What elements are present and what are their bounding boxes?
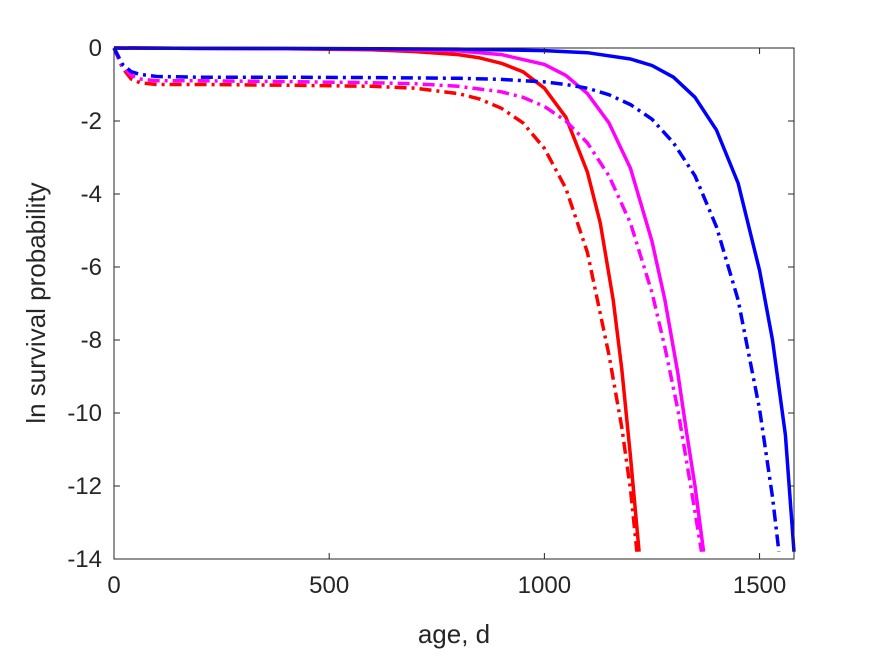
- plot-frame: [113, 47, 795, 560]
- y-tick-label: -8: [81, 327, 102, 354]
- x-tick-label: 1000: [518, 572, 571, 599]
- axis-ticks: [113, 47, 794, 560]
- series-line-3: [112, 47, 704, 552]
- series-line-4: [113, 46, 796, 552]
- y-tick-label: -2: [81, 108, 102, 135]
- y-tick-label: -6: [81, 254, 102, 281]
- y-tick-label: -14: [67, 546, 102, 573]
- y-tick-label: 0: [89, 35, 102, 62]
- series-line-0: [113, 46, 641, 552]
- y-tick-label: -10: [67, 400, 102, 427]
- series-line-5: [112, 47, 781, 552]
- plot-lines: [112, 46, 796, 552]
- y-tick-label: -4: [81, 181, 102, 208]
- x-tick-label: 1500: [733, 572, 786, 599]
- series-line-1: [112, 47, 639, 552]
- series-line-2: [113, 46, 706, 552]
- x-tick-label: 500: [309, 572, 349, 599]
- y-axis-label: ln survival probability: [21, 182, 51, 423]
- y-tick-label: -12: [67, 473, 102, 500]
- axis-tick-labels: 0 500 1000 1500 0 -2 -4 -6 -8 -10 -12 -14: [67, 35, 786, 599]
- x-axis-label: age, d: [418, 619, 490, 649]
- x-tick-label: 0: [107, 572, 120, 599]
